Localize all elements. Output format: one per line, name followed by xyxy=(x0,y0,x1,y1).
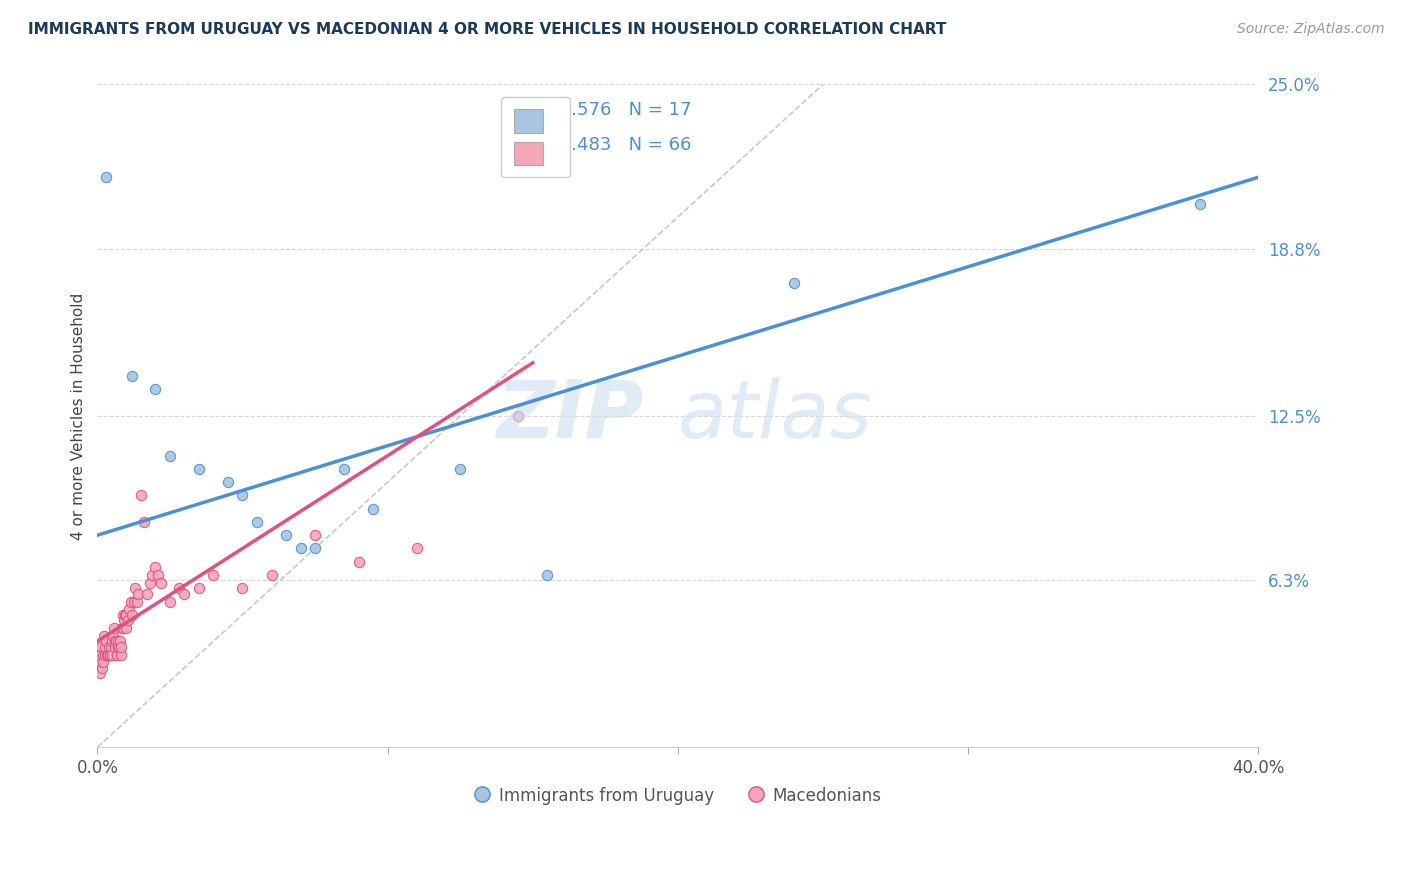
Point xyxy=(110,648,132,662)
Point xyxy=(96,648,118,662)
Point xyxy=(111,607,134,622)
Point xyxy=(167,581,190,595)
Point xyxy=(105,648,128,662)
Point xyxy=(112,621,135,635)
Point xyxy=(121,369,143,384)
Point xyxy=(347,555,370,569)
Point xyxy=(145,383,167,397)
Point xyxy=(94,640,117,654)
Point xyxy=(118,602,141,616)
Point xyxy=(107,640,129,654)
Point xyxy=(304,528,326,542)
Point xyxy=(290,541,312,556)
Point xyxy=(103,629,125,643)
Point xyxy=(94,634,117,648)
Point xyxy=(138,576,160,591)
Point xyxy=(333,462,356,476)
Point xyxy=(231,488,253,502)
Point xyxy=(108,640,131,654)
Point xyxy=(97,640,120,654)
Point xyxy=(361,501,384,516)
Point xyxy=(94,170,117,185)
Point xyxy=(105,634,128,648)
Point xyxy=(112,613,135,627)
Point xyxy=(111,621,134,635)
Point xyxy=(90,661,112,675)
Point xyxy=(132,515,155,529)
Point xyxy=(120,594,142,608)
Point xyxy=(87,656,110,670)
Point xyxy=(108,634,131,648)
Point xyxy=(231,581,253,595)
Point xyxy=(100,640,122,654)
Point xyxy=(91,648,114,662)
Text: ZIP: ZIP xyxy=(496,377,643,455)
Text: Source: ZipAtlas.com: Source: ZipAtlas.com xyxy=(1237,22,1385,37)
Point xyxy=(150,576,173,591)
Point xyxy=(93,629,115,643)
Point xyxy=(129,488,152,502)
Point xyxy=(107,634,129,648)
Text: R = 0.576   N = 17: R = 0.576 N = 17 xyxy=(522,101,692,119)
Point xyxy=(405,541,427,556)
Point xyxy=(114,621,136,635)
Point xyxy=(127,586,149,600)
Point xyxy=(304,541,326,556)
Point xyxy=(110,640,132,654)
Point xyxy=(217,475,239,490)
Point xyxy=(1189,196,1212,211)
Point xyxy=(159,449,181,463)
Point xyxy=(101,648,124,662)
Point xyxy=(103,621,125,635)
Point xyxy=(508,409,530,423)
Point xyxy=(97,648,120,662)
Point xyxy=(783,277,806,291)
Point xyxy=(260,568,283,582)
Point xyxy=(104,634,127,648)
Text: IMMIGRANTS FROM URUGUAY VS MACEDONIAN 4 OR MORE VEHICLES IN HOUSEHOLD CORRELATIO: IMMIGRANTS FROM URUGUAY VS MACEDONIAN 4 … xyxy=(28,22,946,37)
Point xyxy=(89,666,111,681)
Text: atlas: atlas xyxy=(678,377,873,455)
Point xyxy=(187,581,209,595)
Point xyxy=(122,594,145,608)
Point xyxy=(274,528,297,542)
Point xyxy=(121,607,143,622)
Point xyxy=(124,581,146,595)
Legend: Immigrants from Uruguay, Macedonians: Immigrants from Uruguay, Macedonians xyxy=(467,780,889,812)
Point xyxy=(98,648,121,662)
Point xyxy=(100,648,122,662)
Point xyxy=(141,568,163,582)
Point xyxy=(173,586,195,600)
Point xyxy=(114,607,136,622)
Point xyxy=(89,648,111,662)
Point xyxy=(536,568,558,582)
Text: R = 0.483   N = 66: R = 0.483 N = 66 xyxy=(522,136,692,154)
Point xyxy=(93,648,115,662)
Point xyxy=(101,634,124,648)
Point xyxy=(187,462,209,476)
Point xyxy=(125,594,148,608)
Point xyxy=(135,586,157,600)
Point xyxy=(202,568,225,582)
Point xyxy=(91,656,114,670)
Point xyxy=(96,648,118,662)
Point xyxy=(449,462,471,476)
Point xyxy=(159,594,181,608)
Y-axis label: 4 or more Vehicles in Household: 4 or more Vehicles in Household xyxy=(72,293,86,540)
Point xyxy=(246,515,269,529)
Point xyxy=(117,613,139,627)
Point xyxy=(104,640,127,654)
Point xyxy=(115,607,138,622)
Point xyxy=(90,640,112,654)
Point xyxy=(148,568,170,582)
Point xyxy=(145,560,167,574)
